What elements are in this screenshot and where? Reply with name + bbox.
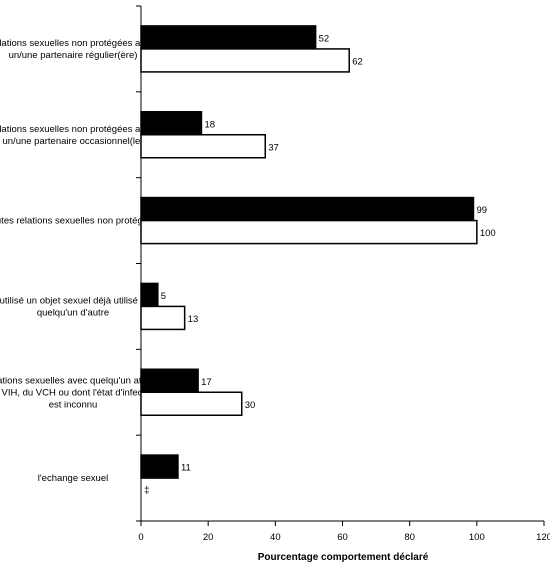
category-label: relations sexuelles avec quelqu'un attei…: [0, 375, 160, 410]
bar-black: [140, 368, 199, 393]
category-label-line: relations sexuelles non protégées avec: [0, 38, 155, 49]
value-label: ‡: [144, 486, 150, 497]
category-label: relations sexuelles non protégées avec un…: [0, 124, 155, 147]
category-label-line: relations sexuelles avec quelqu'un attei…: [0, 375, 160, 386]
category-label-line: a utilisé un objet sexuel déjà utilisé p…: [0, 295, 154, 306]
category-label-line: un/une partenaire occasionnel(le): [2, 136, 143, 147]
bar-white: [140, 134, 267, 159]
category-label-line: l'echange sexuel: [38, 473, 108, 484]
category-label-line: relations sexuelles non protégées avec: [0, 124, 155, 135]
value-label: 13: [188, 314, 199, 325]
bar-white: [140, 48, 350, 73]
value-label: 37: [268, 142, 279, 153]
x-tick-label: 60: [337, 532, 348, 543]
value-label: 100: [480, 228, 496, 239]
x-axis-ticks: 0 20 40 60 80 100 120: [136, 5, 550, 543]
category-label-line: du VIH, du VCH ou dont l'état d'infectio…: [0, 387, 158, 398]
category-label: l'echange sexuel: [38, 473, 108, 484]
bar-black: [140, 454, 179, 479]
value-label: 18: [204, 119, 215, 130]
category-label: a utilisé un objet sexuel déjà utilisé p…: [0, 295, 154, 318]
category-label-line: toutes relations sexuelles non protégées: [0, 216, 158, 227]
x-tick-label: 100: [469, 532, 485, 543]
category-label-line: quelqu'un d'autre: [37, 307, 109, 318]
value-labels: 52 62 18 37 99 100 5 13 17 30 11 ‡: [144, 33, 496, 496]
bar-white: [140, 391, 243, 416]
bar-black: [140, 25, 317, 50]
category-labels: relations sexuelles non protégées avec un…: [0, 38, 160, 484]
value-label: 52: [319, 33, 330, 44]
category-label-line: un/une partenaire régulier(ère): [9, 50, 138, 61]
value-label: 62: [352, 56, 363, 67]
category-label-line: est inconnu: [49, 399, 98, 410]
bar-black: [140, 111, 203, 136]
category-label: relations sexuelles non protégées avec un…: [0, 38, 155, 61]
value-label: 5: [161, 291, 166, 302]
bar-black: [140, 282, 159, 308]
bar-black: [140, 196, 475, 222]
x-axis-title: Pourcentage comportement déclaré: [258, 552, 429, 563]
bar-white: [140, 219, 478, 245]
x-tick-label: 80: [404, 532, 415, 543]
category-label: toutes relations sexuelles non protégées: [0, 216, 158, 227]
x-tick-label: 40: [270, 532, 281, 543]
value-label: 30: [245, 400, 256, 411]
x-tick-label: 0: [138, 532, 143, 543]
x-tick-label: 20: [203, 532, 214, 543]
x-tick-label: 120: [536, 532, 550, 543]
value-label: 11: [181, 463, 191, 474]
bar-white: [140, 305, 186, 331]
value-label: 17: [201, 377, 212, 388]
value-label: 99: [476, 205, 487, 216]
bars: [140, 25, 478, 479]
